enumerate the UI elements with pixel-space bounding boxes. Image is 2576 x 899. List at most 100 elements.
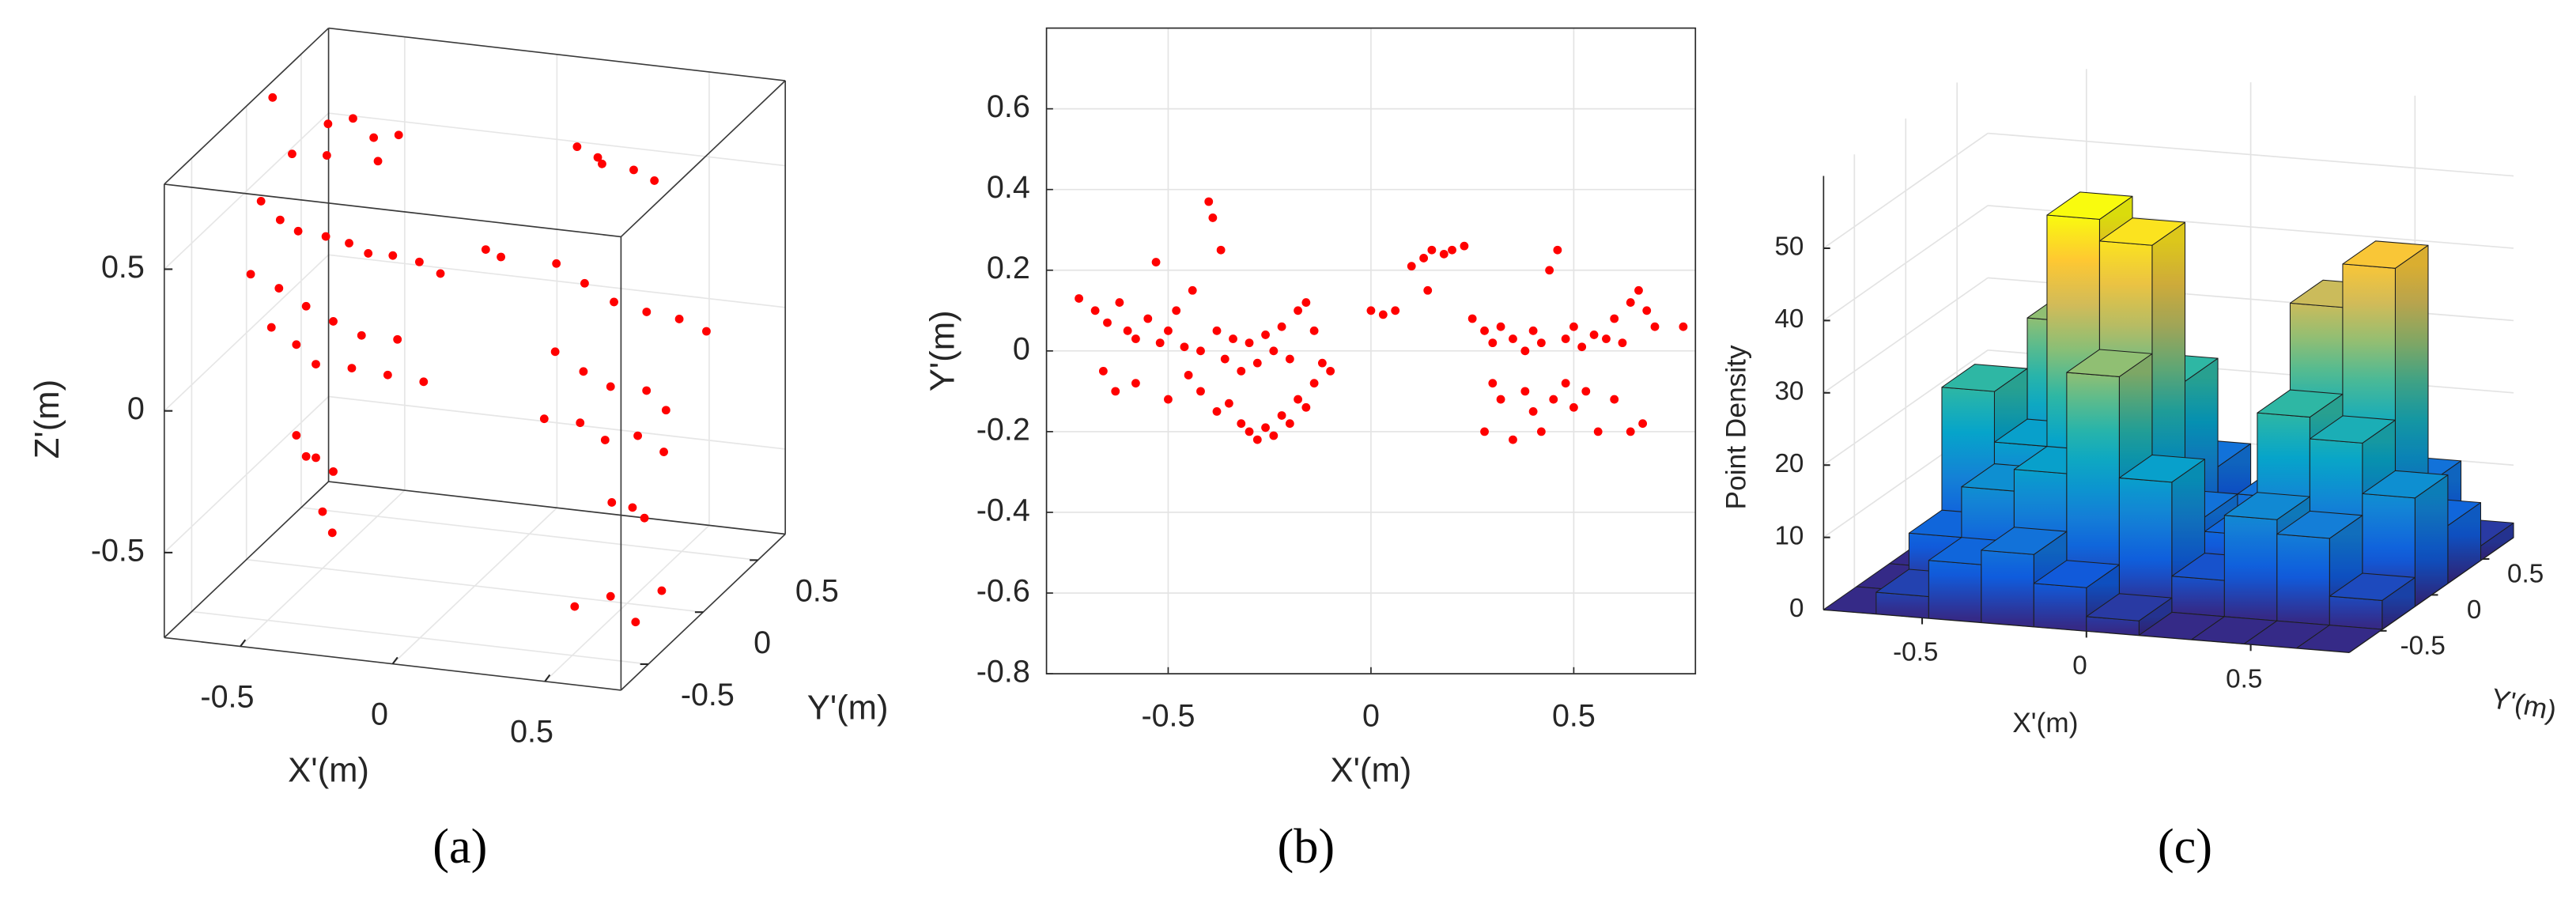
point	[369, 133, 379, 142]
bar-face	[2118, 477, 2173, 613]
point	[1589, 331, 1599, 339]
point	[1520, 387, 1530, 396]
bar-top	[2046, 191, 2133, 220]
point	[650, 176, 659, 185]
caption: (a)	[432, 819, 487, 874]
bar	[2276, 510, 2363, 626]
point	[702, 327, 711, 336]
point	[1164, 395, 1173, 404]
point	[1172, 306, 1181, 315]
point	[580, 278, 589, 288]
bar-top	[2362, 470, 2449, 499]
point	[292, 340, 301, 349]
x-tick-label: 0	[1362, 699, 1380, 734]
point	[1536, 427, 1546, 436]
point	[1180, 342, 1189, 352]
point	[674, 315, 684, 323]
y-tick-label: -0.8	[976, 655, 1030, 689]
point	[323, 119, 333, 129]
bar	[2118, 454, 2205, 613]
x-tick-label: 0	[2072, 652, 2087, 681]
box-edge	[164, 183, 621, 238]
x-axis-label: X'(m)	[2012, 708, 2078, 738]
bar	[2296, 625, 2383, 653]
point	[1610, 314, 1619, 323]
bar-face	[1928, 560, 1982, 623]
point	[1212, 406, 1222, 416]
box-edge	[328, 481, 786, 535]
point	[1131, 334, 1140, 343]
point	[1252, 358, 1262, 368]
bar-top	[2329, 572, 2415, 601]
point	[1496, 395, 1505, 404]
z-axis-label: Z'(m)	[28, 380, 66, 459]
point	[1581, 387, 1591, 396]
point	[414, 257, 424, 266]
y-tick-label: -0.6	[976, 573, 1030, 608]
point	[1326, 366, 1335, 376]
point	[292, 431, 301, 440]
point	[1098, 366, 1108, 376]
x-axis-label: X'(m)	[288, 751, 369, 789]
point	[321, 232, 330, 241]
point	[1269, 431, 1279, 440]
point	[1509, 334, 1517, 343]
point	[327, 528, 337, 538]
y-tick-label: -0.4	[976, 493, 1030, 527]
point	[1115, 298, 1124, 307]
point	[1528, 326, 1538, 335]
bar-top	[2257, 389, 2344, 418]
point	[1252, 435, 1262, 444]
bar-top	[2066, 349, 2153, 377]
point	[657, 586, 667, 595]
point	[1317, 358, 1327, 368]
y-tick-label: -0.5	[681, 678, 735, 712]
bar-face	[2171, 576, 2225, 618]
point	[628, 503, 637, 512]
point	[1245, 427, 1254, 436]
point	[1188, 285, 1197, 295]
point	[364, 249, 373, 258]
plot-frame	[1045, 27, 1697, 674]
point	[1391, 306, 1400, 315]
bar-top	[2296, 625, 2383, 653]
bar-top	[2118, 454, 2205, 483]
point	[393, 334, 402, 344]
point	[1294, 395, 1302, 404]
point	[661, 406, 670, 415]
point	[1496, 322, 1505, 331]
point	[1103, 318, 1112, 327]
point	[659, 448, 668, 456]
point	[1301, 402, 1311, 412]
point	[1237, 419, 1246, 429]
point	[572, 142, 582, 151]
point	[1569, 402, 1578, 412]
point	[288, 149, 297, 159]
point	[318, 507, 327, 516]
point	[275, 215, 285, 225]
z-tick-label: 0.5	[101, 250, 145, 285]
y-tick-label: 0.4	[987, 170, 1030, 205]
point	[1309, 326, 1319, 335]
point	[576, 418, 585, 428]
point	[1378, 310, 1388, 319]
x-tick-label: 0.5	[2226, 664, 2262, 693]
point	[1164, 326, 1173, 335]
point	[552, 259, 561, 268]
point	[1196, 387, 1205, 396]
point	[246, 270, 255, 279]
point	[1212, 326, 1222, 335]
point	[1309, 379, 1319, 388]
point	[1577, 342, 1587, 352]
point	[312, 360, 320, 368]
point	[1155, 338, 1165, 348]
point	[394, 130, 403, 140]
y-tick-label: 0	[1013, 331, 1030, 366]
bar-top	[2309, 415, 2396, 444]
point	[629, 165, 638, 175]
x-tick-label: 0	[371, 697, 388, 732]
box-edge	[164, 481, 330, 639]
point	[1549, 395, 1558, 404]
point	[1151, 258, 1161, 266]
point	[1075, 294, 1084, 303]
